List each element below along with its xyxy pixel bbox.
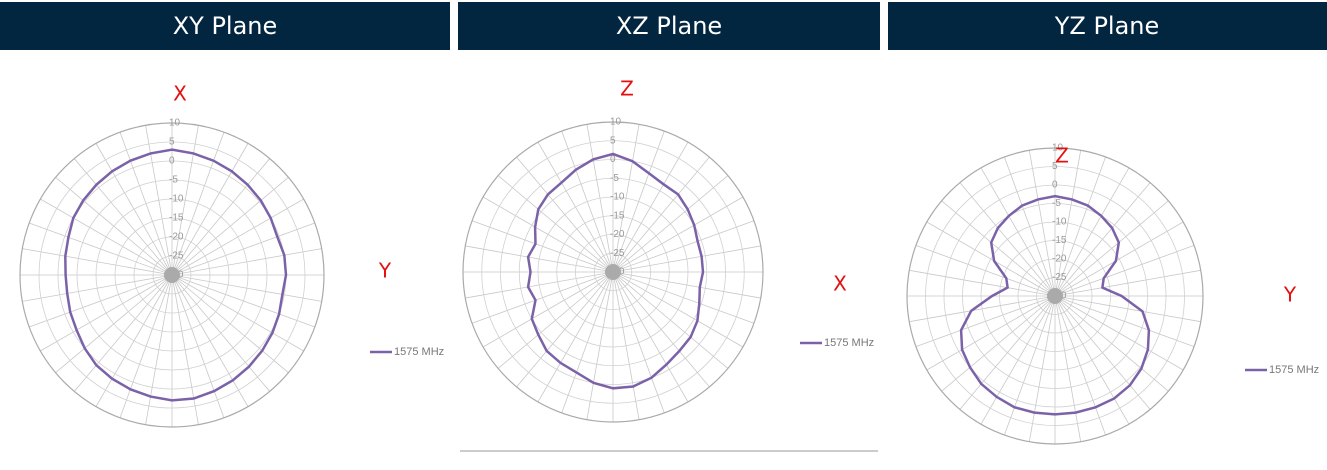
grid-ring: [152, 255, 192, 295]
r-tick-label: 5: [610, 135, 616, 146]
panel-title: YZ Plane: [1054, 12, 1160, 40]
r-tick-label: -15: [1052, 235, 1067, 246]
legend-label: 1575 MHz: [824, 337, 874, 349]
axis-label-right: Y: [1283, 283, 1297, 307]
grid-ring: [980, 221, 1130, 371]
grid-ring: [575, 234, 651, 310]
r-tick-label: -15: [610, 210, 625, 221]
grid-ring: [906, 147, 1204, 445]
grid-ring: [962, 203, 1148, 389]
r-tick-label: 10: [1052, 143, 1064, 154]
r-tick-label: 0: [1052, 180, 1058, 191]
center-dot: [164, 267, 180, 283]
axis-label-top: X: [173, 82, 187, 106]
grid-ring: [38, 141, 306, 409]
legend-label: 1575 MHz: [1269, 364, 1319, 376]
grid-ring: [500, 159, 726, 385]
grid-ring: [556, 215, 670, 329]
grid-ring: [925, 166, 1185, 426]
r-tick-label: -15: [169, 213, 184, 224]
panel-title: XY Plane: [173, 12, 278, 40]
r-tick-label: -25: [1052, 272, 1067, 283]
center-dot: [1047, 288, 1063, 304]
r-tick-label: -10: [610, 192, 625, 203]
grid-ring: [1017, 258, 1093, 334]
grid-ring: [518, 177, 708, 367]
header-bar: [0, 2, 450, 50]
r-tick-label: 5: [1052, 161, 1058, 172]
pattern-line: [959, 194, 1151, 416]
r-tick-label: 5: [169, 137, 175, 148]
grid-ring: [19, 122, 325, 428]
grid-ring: [114, 217, 230, 333]
panel-title: XZ Plane: [616, 12, 722, 40]
grid-ring: [481, 140, 745, 404]
r-tick-label: -10: [1052, 217, 1067, 228]
r-tick-label: 10: [169, 118, 181, 129]
grid-ring: [999, 240, 1111, 352]
r-tick-label: 0: [610, 154, 616, 165]
header-bar: [888, 2, 1327, 50]
r-tick-label: -25: [169, 251, 184, 262]
grid-ring: [76, 179, 268, 371]
grid-ring: [943, 184, 1167, 408]
r-tick-label: 0: [169, 156, 175, 167]
legend-label: 1575 MHz: [394, 346, 444, 358]
r-tick-label: -20: [169, 232, 184, 243]
r-tick-label: -5: [1052, 198, 1061, 209]
pattern-line: [526, 152, 705, 390]
grid-ring: [95, 198, 249, 352]
grid-ring: [1036, 277, 1074, 315]
r-tick-label: -20: [610, 229, 625, 240]
r-tick-label: 10: [610, 117, 622, 128]
axis-label-top: Z: [620, 77, 634, 101]
r-tick-label: -5: [169, 175, 178, 186]
center-dot: [605, 264, 621, 280]
header-bar: [458, 2, 880, 50]
r-tick-label: -25: [610, 248, 625, 259]
grid-ring: [593, 252, 633, 292]
r-tick-label: -20: [1052, 254, 1067, 265]
grid-ring: [537, 196, 689, 348]
axis-label-top: Z: [1055, 144, 1069, 168]
pattern-line: [64, 148, 288, 402]
axis-label-right: Y: [378, 259, 392, 283]
grid-ring: [462, 121, 764, 423]
axis-label-right: X: [833, 272, 847, 296]
r-tick-label: -5: [610, 173, 619, 184]
r-tick-label: -10: [169, 194, 184, 205]
grid-ring: [133, 236, 211, 314]
